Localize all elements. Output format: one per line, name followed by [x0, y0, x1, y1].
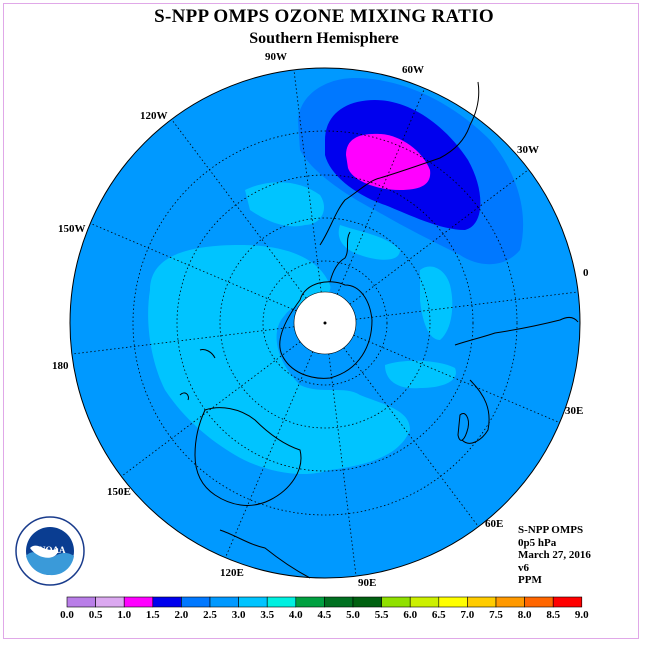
colorbar-tick-label: 2.5	[203, 609, 217, 621]
graticule	[71, 69, 579, 577]
contour-1-0-region	[346, 133, 431, 190]
map-title: S-NPP OMPS OZONE MIXING RATIO	[154, 6, 494, 27]
info-version: v6	[518, 561, 529, 574]
colorbar-swatch	[495, 596, 525, 608]
meridian-line	[121, 341, 301, 477]
madagascar-coast	[457, 413, 469, 441]
latitude-circle	[132, 130, 518, 516]
longitude-label: 60E	[485, 518, 504, 530]
colorbar-swatch	[381, 596, 411, 608]
contour-3-0-region	[385, 360, 456, 389]
colorbar-tick-label: 4.5	[317, 609, 332, 621]
colorbar-tick-label: 9.0	[574, 609, 589, 621]
meridian-line	[224, 351, 314, 558]
colorbar-tick-label: 3.0	[231, 609, 246, 621]
australia-coast	[194, 407, 302, 506]
colorbar-tick-label: 0.5	[88, 609, 103, 621]
latitude-circle	[219, 217, 431, 429]
south-pole-marker	[323, 321, 327, 325]
colorbar-swatch	[123, 596, 154, 608]
colorbar-swatch	[438, 596, 468, 608]
longitude-label: 120E	[220, 567, 244, 579]
longitude-label: 150E	[107, 486, 131, 498]
colorbar-swatch	[324, 596, 354, 608]
longitude-label: 120W	[140, 110, 168, 122]
map-border	[69, 67, 581, 579]
colorbar-tick-label: 7.0	[460, 609, 475, 621]
meridian-line	[355, 291, 579, 320]
colorbar-swatch	[409, 596, 440, 608]
colorbar-swatch	[467, 596, 497, 608]
noaa-logo-text: NOAA	[39, 545, 66, 555]
longitude-label: 150W	[58, 223, 86, 235]
meridian-line	[293, 69, 322, 293]
plot-frame	[3, 3, 639, 639]
contour-3-0-region	[420, 266, 453, 340]
info-date: March 27, 2016	[518, 549, 591, 561]
meridian-line	[90, 222, 297, 312]
colorbar-swatch	[266, 596, 297, 608]
longitude-label: 30E	[565, 405, 584, 417]
colorbar-tick-label: 4.0	[288, 609, 303, 621]
meridian-line	[336, 88, 426, 295]
longitude-label: 30W	[517, 144, 539, 156]
new-zealand-coast	[179, 349, 216, 401]
colorbar	[66, 596, 583, 608]
contour-3-0-region	[148, 245, 410, 475]
antarctic-peninsula-coast	[329, 231, 351, 283]
colorbar-tick-label: 1.0	[117, 609, 132, 621]
longitude-label: 0	[583, 267, 589, 279]
info-instrument: S-NPP OMPS	[518, 524, 584, 536]
colorbar-tick-label: 8.5	[546, 609, 561, 621]
colorbar-tick-label: 6.5	[431, 609, 446, 621]
colorbar-swatch	[295, 596, 325, 608]
colorbar-swatch	[209, 596, 239, 608]
asia-coast	[219, 529, 311, 579]
longitude-label: 90E	[358, 577, 377, 589]
info-units: PPM	[518, 574, 542, 586]
colorbar-swatch	[524, 596, 554, 608]
colorbar-tick-label: 5.5	[374, 609, 389, 621]
colorbar-tick-label: 6.0	[403, 609, 418, 621]
colorbar-tick-label: 1.5	[145, 609, 160, 621]
colorbar-swatch	[95, 596, 125, 608]
colorbar-tick-label: 7.5	[489, 609, 503, 621]
longitude-label: 60W	[402, 64, 424, 76]
meridian-line	[343, 347, 479, 527]
meridian-line	[171, 119, 307, 299]
colorbar-swatch	[66, 596, 96, 608]
dataset-info: S-NPP OMPS 0p5 hPa March 27, 2016 v6 PPM	[518, 524, 591, 587]
contour-3-0-region	[338, 225, 400, 260]
coastlines	[179, 81, 579, 579]
contour-3-0-region	[245, 182, 325, 227]
colorbar-swatch	[152, 596, 182, 608]
colorbar-tick-label: 3.5	[260, 609, 275, 621]
map-subtitle: Southern Hemisphere	[249, 30, 399, 47]
longitude-label: 180	[52, 360, 69, 372]
meridian-line	[349, 169, 529, 305]
colorbar-swatch	[238, 596, 268, 608]
meridian-line	[353, 334, 560, 424]
meridian-line	[328, 353, 357, 577]
antarctica-coast	[279, 281, 373, 379]
colorbar-swatch	[181, 596, 211, 608]
latitude-circle	[262, 260, 388, 386]
colorbar-tick-label: 8.0	[517, 609, 532, 621]
colorbar-swatch	[552, 596, 583, 608]
longitude-label: 90W	[265, 51, 287, 63]
meridian-line	[71, 326, 295, 355]
colorbar-tick-label: 2.0	[174, 609, 189, 621]
colorbar-tick-label: 5.0	[346, 609, 360, 621]
africa-coast	[454, 316, 579, 444]
south-america-coast	[319, 81, 480, 246]
noaa-logo	[15, 516, 85, 586]
info-pressure-level: 0p5 hPa	[518, 536, 557, 549]
latitude-circle	[176, 174, 474, 472]
colorbar-swatch	[352, 596, 382, 608]
colorbar-tick-label: 0.0	[60, 609, 74, 621]
